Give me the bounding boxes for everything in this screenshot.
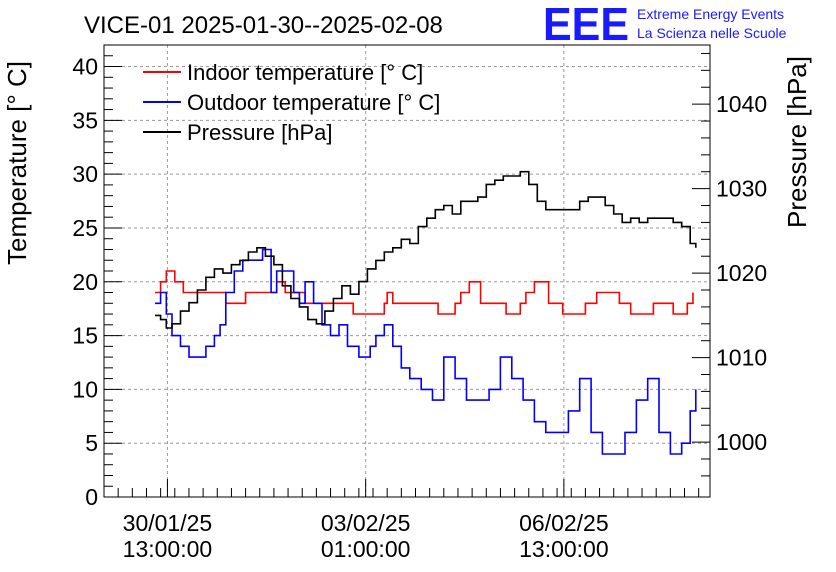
x-tick-label-time-0: 13:00:00 — [123, 536, 213, 562]
y2-axis-label: Pressure [hPa] — [782, 56, 812, 228]
y-tick-label-6: 30 — [72, 161, 98, 187]
logo-line-2: La Scienza nelle Scuole — [637, 25, 787, 41]
y-tick-label-5: 25 — [72, 215, 98, 241]
y-tick-label-2: 10 — [72, 376, 98, 402]
y-axis-label: Temperature [° C] — [2, 61, 32, 265]
y2-tick-label-1: 1010 — [716, 345, 767, 371]
x-tick-label-date-0: 30/01/25 — [123, 510, 213, 536]
x-tick-label-date-1: 03/02/25 — [321, 510, 411, 536]
series-line-1 — [155, 248, 697, 455]
y-tick-label-1: 5 — [85, 430, 98, 456]
series-lines — [155, 170, 697, 455]
y2-tick-label-4: 1040 — [716, 91, 767, 117]
grid-lines — [104, 45, 710, 497]
legend: Indoor temperature [° C] Outdoor tempera… — [143, 60, 440, 145]
series-line-2 — [155, 170, 697, 329]
x-tick-label-time-1: 01:00:00 — [321, 536, 411, 562]
y2-tick-label-3: 1030 — [716, 176, 767, 202]
x-tick-label-time-2: 13:00:00 — [519, 536, 609, 562]
legend-label-indoor: Indoor temperature [° C] — [187, 60, 423, 85]
y-tick-label-4: 20 — [72, 269, 98, 295]
axis-ticks: 0 5 10 15 20 25 30 35 40 1000 1010 1020 1030 1040 30/0… — [72, 52, 767, 562]
y-tick-label-3: 15 — [72, 323, 98, 349]
x-tick-label-date-2: 06/02/25 — [519, 510, 609, 536]
eee-logo: EEE — [543, 0, 629, 50]
chart-title: VICE-01 2025-01-30--2025-02-08 — [84, 12, 443, 39]
legend-label-pressure: Pressure [hPa] — [187, 120, 333, 145]
y-tick-label-8: 40 — [72, 54, 98, 80]
y-tick-label-0: 0 — [85, 484, 98, 510]
y2-tick-label-2: 1020 — [716, 260, 767, 286]
y-tick-label-7: 35 — [72, 107, 98, 133]
legend-label-outdoor: Outdoor temperature [° C] — [187, 90, 440, 115]
logo-line-1: Extreme Energy Events — [637, 6, 784, 22]
series-line-0 — [155, 270, 694, 315]
y2-tick-label-0: 1000 — [716, 429, 767, 455]
